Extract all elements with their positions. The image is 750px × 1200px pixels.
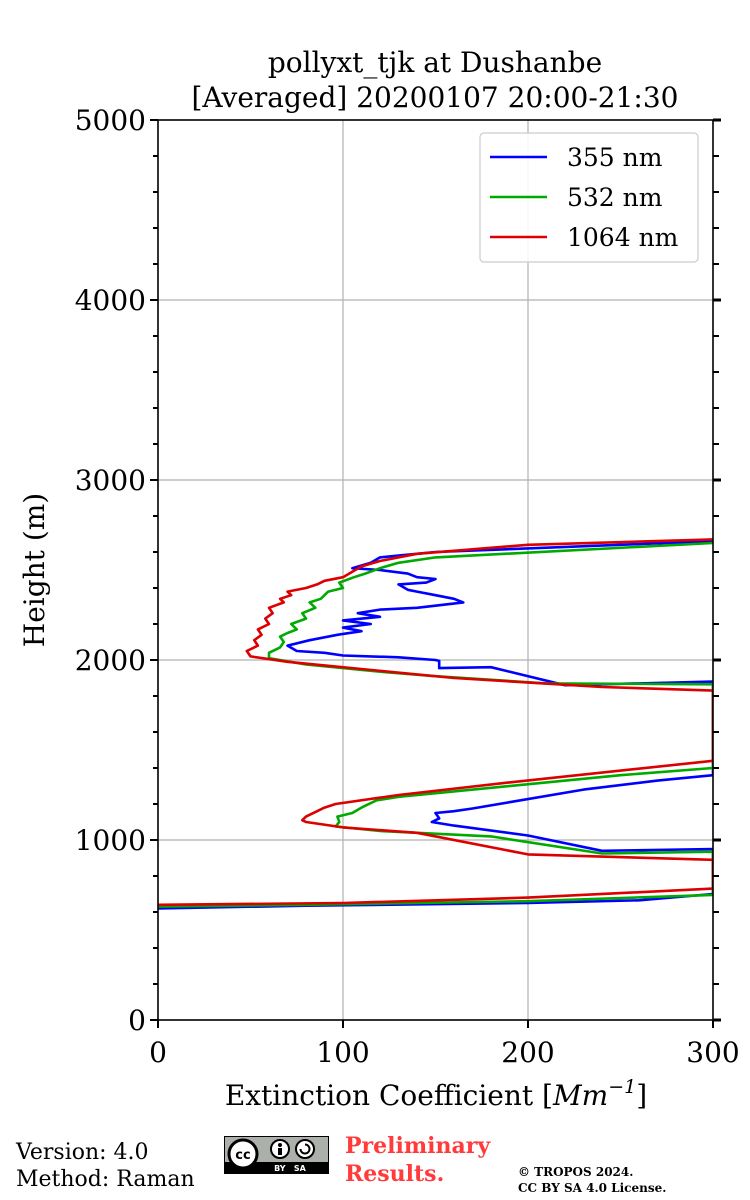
series-line-2 (158, 538, 713, 907)
x-tick-label: 100 (316, 1036, 369, 1069)
badge-bottom-bar (224, 1162, 329, 1174)
plot-frame (157, 119, 714, 1021)
cc-icon (227, 1138, 259, 1170)
x-axis-label-exponent: −1 (608, 1076, 636, 1098)
series-lines (158, 538, 713, 910)
x-tick-label: 200 (501, 1036, 554, 1069)
grid-lines (158, 120, 713, 1020)
copyright-line2: CC BY SA 4.0 License. (518, 1181, 667, 1195)
y-tick-labels: 0 1000 2000 3000 4000 5000 (75, 104, 146, 1037)
x-tick-label: 0 (149, 1036, 167, 1069)
preliminary-results-text: Preliminary Results. (345, 1132, 490, 1188)
series-line-0 (158, 539, 713, 910)
preliminary-line2: Results. (345, 1161, 445, 1187)
series-line-1 (158, 541, 713, 908)
legend-items: 355 nm 532 nm 1064 nm (490, 143, 679, 252)
preliminary-line1: Preliminary (345, 1133, 491, 1159)
y-tick-label: 1000 (75, 824, 146, 857)
x-tick-labels: 0 100 200 300 (149, 1036, 740, 1069)
x-axis-label-close: ] (636, 1079, 647, 1112)
legend-box (479, 132, 699, 263)
y-tick-label: 0 (128, 1004, 146, 1037)
attribution-icon-head (278, 1143, 282, 1147)
chart-title-line2: [Averaged] 20200107 20:00-21:30 (192, 81, 679, 114)
x-axis-label: Extinction Coefficient [Mm−1] (225, 1076, 647, 1112)
legend-label-0: 355 nm (567, 143, 663, 172)
badge-by-sa-text: BY SA (274, 1164, 307, 1173)
legend: 355 nm 532 nm 1064 nm (479, 132, 699, 263)
copyright-line1: © TROPOS 2024. (518, 1165, 634, 1179)
share-alike-icon-arrow (299, 1143, 311, 1155)
x-axis-label-text: Extinction Coefficient [ (225, 1079, 553, 1112)
method-text: Method: Raman (16, 1167, 195, 1192)
copyright-text: © TROPOS 2024. CC BY SA 4.0 License. (518, 1164, 666, 1196)
attribution-icon-body (278, 1148, 282, 1155)
y-tick-label: 4000 (75, 284, 146, 317)
y-tick-label: 2000 (75, 644, 146, 677)
y-tick-label: 3000 (75, 464, 146, 497)
legend-label-2: 1064 nm (567, 223, 679, 252)
x-axis-label-unit: Mm (552, 1079, 608, 1112)
cc-by-sa-badge: cc BY SA (224, 1136, 329, 1174)
x-tick-label: 300 (686, 1036, 739, 1069)
axis-ticks (150, 118, 721, 1028)
legend-label-1: 532 nm (567, 183, 663, 212)
y-axis-label: Height (m) (18, 493, 51, 647)
share-alike-icon (295, 1139, 315, 1159)
cc-icon-text: cc (235, 1148, 250, 1163)
version-text: Version: 4.0 (16, 1140, 149, 1165)
y-tick-label: 5000 (75, 104, 146, 137)
chart-title-line1: pollyxt_tjk at Dushanbe (268, 46, 602, 79)
